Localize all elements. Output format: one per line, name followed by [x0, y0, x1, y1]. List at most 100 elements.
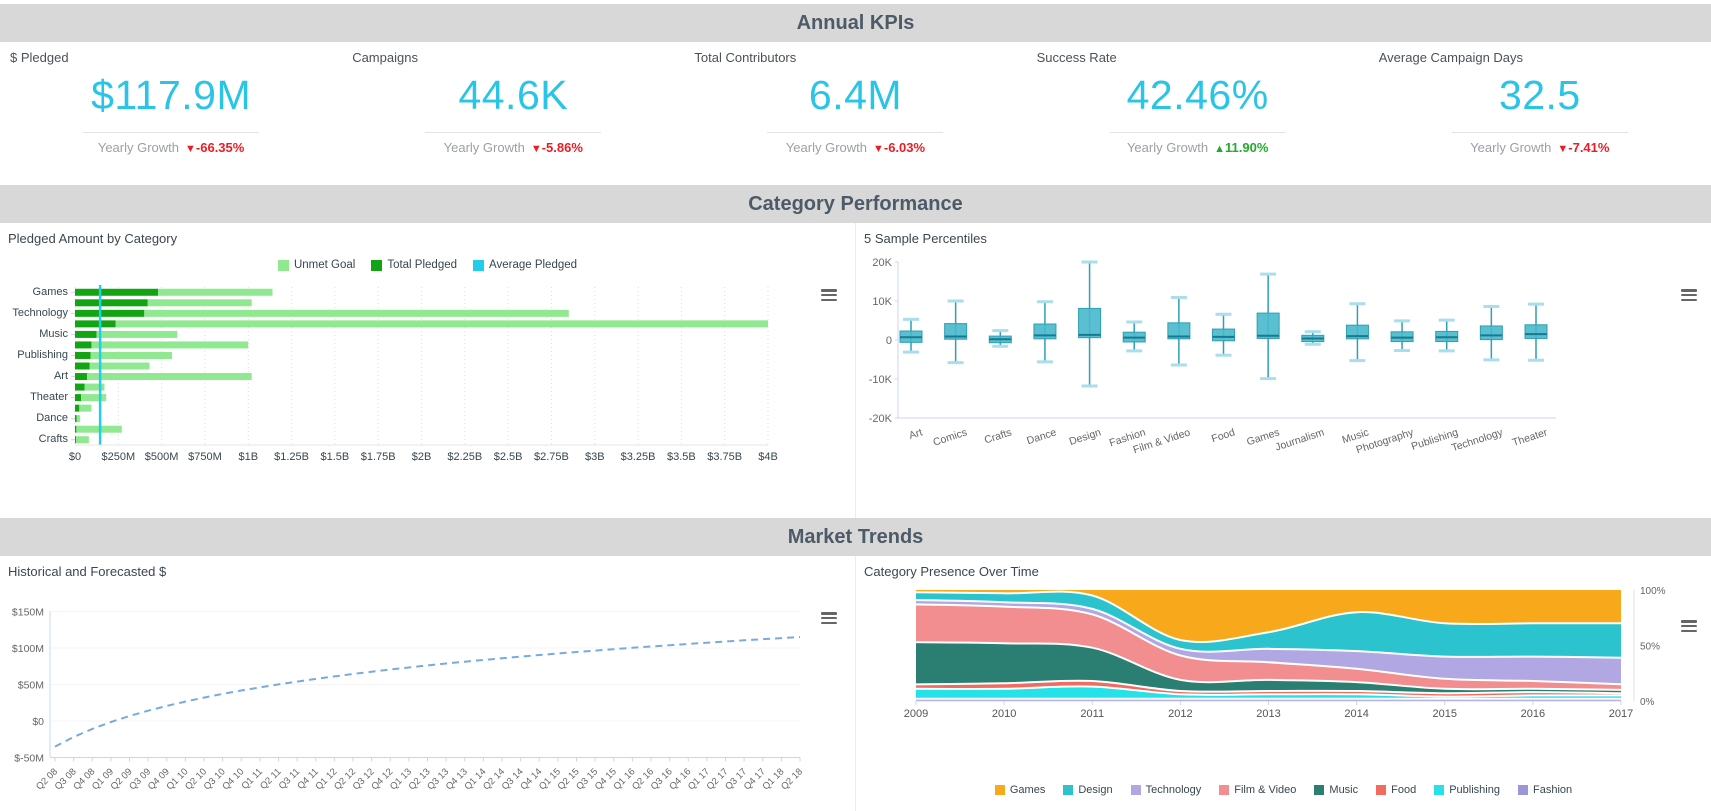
svg-text:$2.25B: $2.25B [447, 451, 482, 463]
svg-text:2017: 2017 [1609, 708, 1633, 720]
legend-item[interactable]: Unmet Goal [277, 259, 356, 271]
bar-row-art[interactable] [75, 373, 252, 381]
category-presence-chart[interactable]: 2009 2010 2011 2012 2013 2014 2015 2016 2017 100%… [856, 556, 1711, 811]
legend-item[interactable]: Film & Video [1219, 784, 1296, 796]
chart-menu-icon[interactable] [1681, 620, 1697, 632]
legend-label: Music [1329, 784, 1359, 796]
bar-row-food[interactable] [75, 341, 249, 349]
legend-swatch [1314, 785, 1325, 795]
svg-text:100%: 100% [1640, 586, 1666, 597]
kpi-row: $ Pledged $117.9M Yearly Growth ▼-66.35% … [0, 42, 1711, 185]
box-music[interactable] [1345, 302, 1369, 363]
kpi-label: Total Contributors [694, 50, 797, 65]
kpi-value: 44.6K [458, 72, 569, 118]
legend-item[interactable]: Games [994, 784, 1045, 796]
legend-item[interactable]: Publishing [1434, 784, 1500, 796]
bar-row-design[interactable] [75, 299, 252, 307]
svg-text:$1B: $1B [238, 451, 258, 463]
pledged-by-category-chart[interactable]: $0 $250M $500M $750M $1B $1.25B $1.5B $1.75B $2B… [0, 223, 855, 518]
svg-text:$0: $0 [32, 716, 44, 728]
legend-item[interactable]: Average Pledged [473, 259, 577, 271]
chart-menu-icon[interactable] [1681, 289, 1697, 301]
forecast-title: Historical and Forecasted $ [8, 564, 167, 579]
legend-item[interactable]: Total Pledged [371, 259, 457, 271]
box-art[interactable] [899, 317, 923, 354]
svg-text:$750M: $750M [188, 451, 222, 463]
svg-text:50%: 50% [1640, 642, 1660, 653]
box-games[interactable] [1256, 272, 1280, 381]
bar-row-theater[interactable] [75, 394, 107, 402]
box-comics[interactable] [944, 299, 968, 365]
box-design[interactable] [1078, 260, 1102, 388]
kpi-divider [767, 132, 944, 133]
legend-swatch [1434, 785, 1445, 795]
svg-text:2010: 2010 [992, 708, 1016, 720]
chart-menu-icon[interactable] [821, 289, 837, 301]
bar-row-photography[interactable] [75, 404, 92, 412]
svg-text:2013: 2013 [1256, 708, 1280, 720]
svg-text:2012: 2012 [1168, 708, 1192, 720]
box-theater[interactable] [1524, 302, 1548, 362]
box-food[interactable] [1212, 312, 1235, 357]
bar-row-technology[interactable] [75, 309, 569, 317]
box-crafts[interactable] [988, 329, 1012, 348]
sample-percentiles-chart[interactable]: 20K 10K 0 -10K -20K Art Comics Crafts Dance Desig… [856, 223, 1711, 518]
box-journalism[interactable] [1301, 330, 1325, 346]
svg-text:Journalism: Journalism [1274, 426, 1326, 453]
panel-divider [855, 223, 856, 518]
kpi-label: $ Pledged [10, 50, 69, 65]
legend-item[interactable]: Food [1376, 784, 1416, 796]
legend-swatch [371, 259, 383, 271]
legend-label: Unmet Goal [293, 259, 356, 271]
legend-item[interactable]: Technology [1130, 784, 1201, 796]
legend-item[interactable]: Design [1063, 784, 1113, 796]
legend-label: Average Pledged [489, 259, 578, 271]
svg-text:$4B: $4B [758, 451, 778, 463]
bar-row-music[interactable] [75, 330, 178, 338]
trend-down-icon: ▼ [185, 143, 196, 155]
legend-label: Design [1078, 784, 1113, 796]
stream-band-food[interactable] [916, 680, 1621, 697]
legend-swatch [473, 259, 485, 271]
bar-chart-panel: Pledged Amount by Category Unmet Goal Tot… [0, 223, 855, 518]
legend-item[interactable]: Fashion [1517, 784, 1572, 796]
svg-text:$1.75B: $1.75B [361, 451, 396, 463]
legend-item[interactable]: Music [1314, 784, 1358, 796]
chart-menu-icon[interactable] [821, 612, 837, 624]
stream-band-games[interactable] [916, 590, 1621, 643]
bar-row-comics[interactable] [75, 383, 105, 391]
box-photography[interactable] [1390, 319, 1414, 353]
svg-text:$2.5B: $2.5B [494, 451, 523, 463]
box-fashion[interactable] [1122, 320, 1146, 353]
box-publishing[interactable] [1435, 318, 1459, 353]
stream-band-publishing[interactable] [916, 686, 1621, 699]
bar-row-publishing[interactable] [75, 351, 173, 359]
bar-row-crafts[interactable] [75, 436, 89, 444]
svg-text:Food: Food [1210, 426, 1237, 445]
section-header-annual-kpis: Annual KPIs [0, 4, 1711, 42]
svg-text:Q2 18: Q2 18 [779, 766, 805, 792]
svg-text:Crafts: Crafts [39, 433, 69, 445]
legend-swatch [277, 259, 289, 271]
kpi-label: Average Campaign Days [1378, 50, 1524, 65]
bar-row-film-video[interactable] [75, 320, 769, 328]
bar-row-dance[interactable] [75, 415, 81, 423]
trend-down-icon: ▼ [873, 143, 884, 155]
svg-text:Games: Games [33, 286, 69, 298]
box-technology[interactable] [1479, 304, 1503, 362]
bar-row-games[interactable] [75, 288, 273, 296]
bar-row-fashion[interactable] [75, 362, 150, 370]
bar-row-journalism[interactable] [75, 425, 122, 433]
svg-text:Technology: Technology [12, 307, 68, 319]
box-dance[interactable] [1033, 300, 1057, 364]
stream-band-film-video[interactable] [916, 604, 1621, 690]
kpi-divider [83, 132, 260, 133]
kpi-card-success-rate: Success Rate 42.46% Yearly Growth ▲11.90% [1027, 42, 1369, 185]
svg-text:$3.5B: $3.5B [667, 451, 696, 463]
stream-band-technology[interactable] [916, 599, 1621, 685]
bar-chart-title: Pledged Amount by Category [8, 231, 178, 246]
box-film-video[interactable] [1167, 295, 1191, 367]
legend-swatch [1219, 785, 1230, 795]
svg-text:$1.25B: $1.25B [274, 451, 309, 463]
